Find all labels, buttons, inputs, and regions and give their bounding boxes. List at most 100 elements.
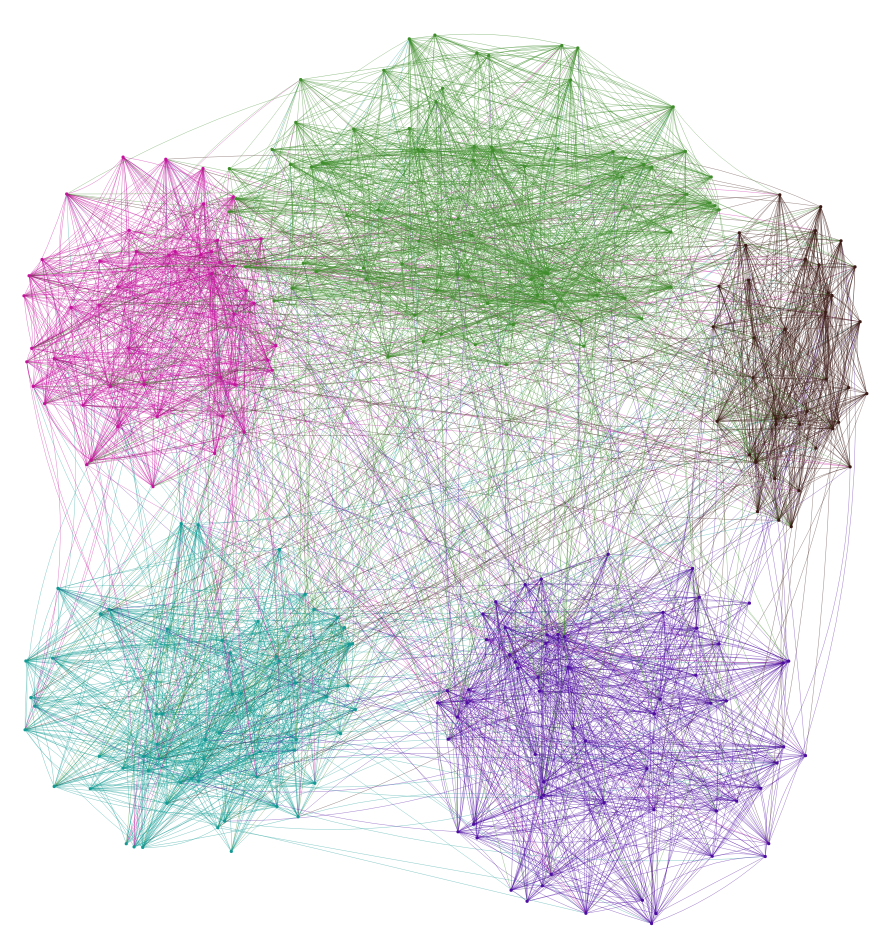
graph-edge: [482, 613, 727, 702]
graph-edge: [653, 286, 720, 714]
graph-edge: [583, 307, 826, 347]
graph-edge: [91, 460, 657, 914]
graph-edge: [458, 191, 711, 220]
graph-edge: [457, 263, 856, 275]
graph-edge: [825, 312, 849, 388]
graph-edge: [142, 601, 496, 848]
graph-edge: [670, 287, 816, 449]
graph-edge: [680, 151, 712, 704]
graph-edge: [476, 52, 582, 322]
graph-node: [774, 422, 778, 427]
graph-edge: [457, 627, 697, 833]
graph-edge: [473, 146, 756, 462]
graph-node: [155, 742, 159, 746]
graph-edge: [221, 324, 514, 641]
graph-edge: [129, 230, 176, 252]
graph-edge: [211, 273, 442, 335]
graph-edge: [377, 209, 549, 275]
graph-edge: [476, 52, 600, 281]
graph-edge: [99, 755, 124, 769]
graph-edge: [159, 424, 800, 760]
graph-edge: [457, 716, 737, 802]
graph-edge: [509, 654, 536, 755]
graph-node: [314, 270, 318, 274]
graph-edge: [166, 424, 777, 804]
graph-node: [335, 616, 339, 620]
graph-edge: [651, 856, 713, 924]
graph-node: [755, 510, 760, 514]
graph-edge: [475, 344, 777, 420]
graph-node: [652, 808, 656, 812]
graph-edge: [409, 38, 655, 714]
graph-edge: [557, 627, 697, 644]
graph-edge: [117, 273, 548, 316]
graph-node: [539, 796, 543, 800]
graph-edge: [476, 52, 584, 347]
graph-node: [465, 701, 469, 705]
graph-edge: [144, 382, 236, 385]
graph-edge: [41, 229, 262, 260]
graph-edge: [142, 230, 816, 848]
graph-edge: [436, 290, 776, 425]
graph-node: [299, 78, 303, 82]
graph-edge: [486, 639, 586, 742]
graph-edge: [290, 164, 403, 265]
graph-edge: [24, 348, 61, 730]
graph-node: [277, 547, 282, 552]
graph-node: [759, 786, 763, 790]
graph-node: [151, 485, 155, 489]
graph-edge: [297, 176, 623, 817]
graph-node: [201, 166, 205, 171]
graph-edge: [383, 46, 578, 71]
graph-edge: [300, 79, 493, 151]
graph-edge: [799, 266, 856, 425]
graph-edge: [545, 643, 655, 810]
graph-edge: [711, 810, 717, 857]
graph-edge: [805, 295, 833, 756]
graph-node: [65, 192, 69, 196]
graph-node: [556, 146, 560, 151]
graph-edge: [473, 160, 532, 280]
graph-node: [484, 638, 489, 642]
graph-node: [189, 776, 194, 781]
graph-edge: [175, 232, 626, 299]
graph-edge: [512, 324, 717, 811]
graph-edge: [70, 265, 234, 309]
graph-edge: [108, 609, 587, 914]
graph-node: [160, 712, 164, 716]
graph-edge: [122, 766, 149, 772]
graph-edge: [136, 160, 475, 252]
graph-edge: [340, 176, 623, 734]
graph-edge: [300, 79, 598, 296]
graph-edge: [245, 209, 379, 291]
graph-node: [121, 155, 125, 159]
graph-edge: [26, 79, 301, 362]
graph-edge: [142, 149, 419, 848]
edge-layer: [23, 33, 868, 924]
graph-edge: [98, 304, 756, 463]
graph-node: [126, 346, 131, 350]
graph-edge: [457, 639, 487, 718]
graph-node: [40, 257, 44, 262]
graph-edge: [98, 304, 223, 417]
graph-edge: [98, 305, 154, 487]
graph-edge: [352, 209, 382, 644]
graph-edge: [458, 151, 686, 220]
graph-node: [270, 147, 274, 152]
graph-edge: [156, 209, 720, 715]
graph-node: [475, 51, 479, 55]
graph-node: [242, 430, 246, 434]
graph-edge: [749, 321, 861, 456]
graph-edge: [44, 369, 273, 404]
graph-edge: [148, 770, 278, 807]
graph-edge: [99, 364, 507, 757]
graph-edge: [241, 47, 579, 694]
graph-edge: [181, 523, 280, 550]
graph-node: [848, 465, 852, 469]
graph-edge: [366, 279, 507, 365]
graph-edge: [315, 271, 449, 740]
graph-edge: [25, 660, 36, 707]
graph-edge: [313, 609, 605, 803]
graph-edge: [279, 549, 544, 796]
graph-node: [710, 854, 714, 858]
